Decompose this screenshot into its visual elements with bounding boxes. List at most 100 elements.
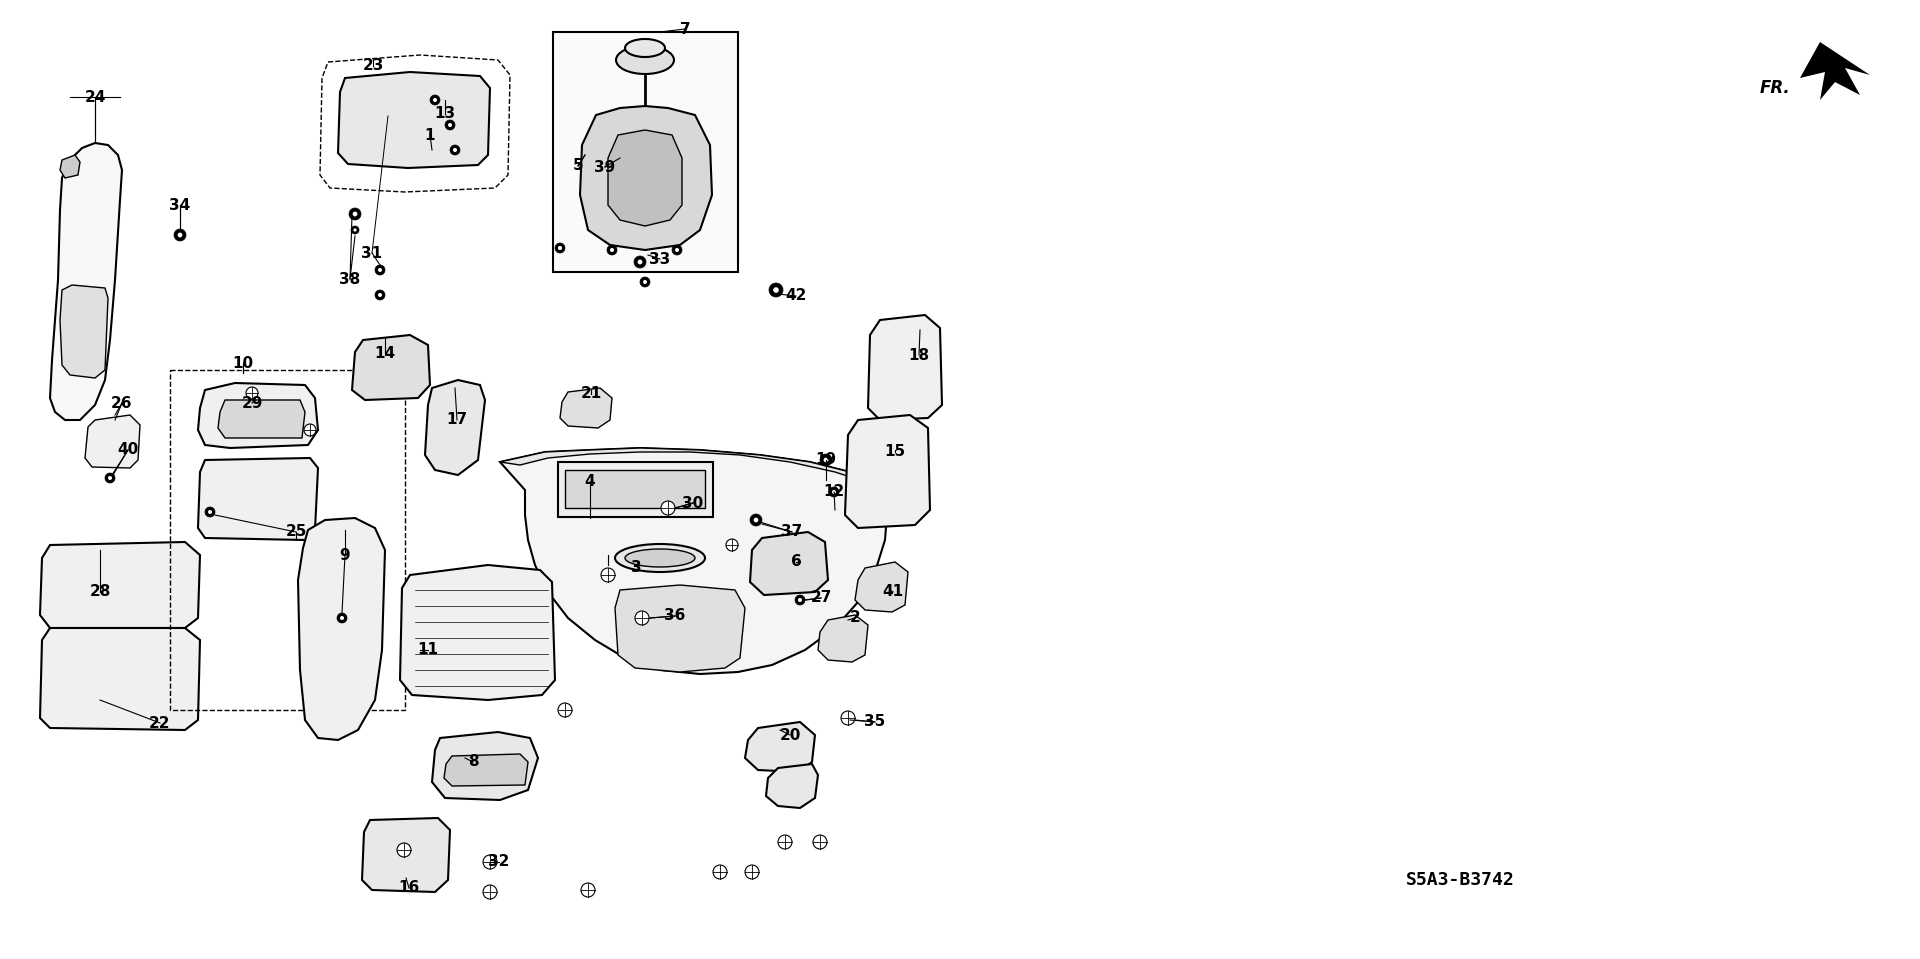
Text: 14: 14 — [374, 346, 396, 362]
Text: 3: 3 — [630, 560, 641, 575]
Polygon shape — [845, 415, 929, 528]
FancyBboxPatch shape — [559, 462, 712, 517]
Circle shape — [829, 487, 839, 497]
Text: 10: 10 — [232, 356, 253, 370]
Circle shape — [634, 256, 645, 268]
Text: 22: 22 — [150, 715, 171, 731]
Circle shape — [751, 514, 762, 526]
Polygon shape — [60, 285, 108, 378]
Circle shape — [660, 501, 676, 515]
Text: 8: 8 — [468, 755, 478, 769]
Circle shape — [175, 229, 186, 241]
Polygon shape — [84, 415, 140, 468]
Text: 32: 32 — [488, 854, 509, 870]
Circle shape — [770, 283, 783, 297]
Text: 4: 4 — [586, 474, 595, 488]
Text: 20: 20 — [780, 728, 801, 742]
Polygon shape — [868, 315, 943, 420]
Polygon shape — [198, 383, 319, 448]
Polygon shape — [60, 155, 81, 178]
Circle shape — [106, 473, 115, 483]
Ellipse shape — [626, 39, 664, 57]
FancyBboxPatch shape — [553, 32, 737, 272]
Polygon shape — [745, 722, 814, 772]
Circle shape — [611, 248, 614, 252]
Circle shape — [841, 711, 854, 725]
Circle shape — [453, 148, 457, 152]
Circle shape — [795, 595, 804, 605]
Text: 25: 25 — [286, 525, 307, 540]
Circle shape — [778, 835, 791, 849]
Circle shape — [447, 123, 451, 127]
Text: 7: 7 — [680, 21, 691, 36]
Text: 29: 29 — [242, 395, 263, 410]
Circle shape — [753, 518, 758, 523]
Circle shape — [338, 613, 348, 623]
Text: 33: 33 — [649, 251, 670, 267]
Text: 1: 1 — [424, 128, 436, 143]
Circle shape — [108, 476, 111, 480]
Circle shape — [445, 120, 455, 130]
Circle shape — [726, 539, 737, 551]
Text: 19: 19 — [816, 453, 837, 467]
Polygon shape — [751, 532, 828, 595]
Ellipse shape — [626, 549, 695, 567]
Circle shape — [774, 287, 780, 293]
Text: 40: 40 — [117, 442, 138, 457]
Circle shape — [639, 277, 651, 287]
Polygon shape — [580, 106, 712, 250]
Polygon shape — [499, 448, 887, 502]
Text: 27: 27 — [810, 591, 831, 605]
Polygon shape — [444, 754, 528, 786]
Circle shape — [374, 265, 386, 275]
Text: 18: 18 — [908, 347, 929, 363]
Polygon shape — [818, 615, 868, 662]
Circle shape — [351, 226, 359, 234]
Ellipse shape — [616, 46, 674, 74]
Circle shape — [434, 98, 438, 102]
Text: 30: 30 — [682, 496, 703, 510]
Polygon shape — [561, 388, 612, 428]
Text: 37: 37 — [781, 525, 803, 540]
Polygon shape — [338, 72, 490, 168]
Circle shape — [637, 260, 643, 265]
Circle shape — [643, 280, 647, 284]
Text: S5A3-B3742: S5A3-B3742 — [1405, 871, 1515, 889]
Text: 5: 5 — [572, 158, 584, 174]
Circle shape — [774, 287, 780, 292]
Text: 28: 28 — [90, 584, 111, 599]
Text: 23: 23 — [363, 58, 384, 74]
Text: 31: 31 — [361, 246, 382, 261]
Text: 11: 11 — [417, 643, 438, 658]
Text: 34: 34 — [169, 198, 190, 213]
Polygon shape — [854, 562, 908, 612]
Circle shape — [378, 293, 382, 297]
Ellipse shape — [614, 544, 705, 572]
Text: 39: 39 — [595, 159, 616, 175]
Circle shape — [397, 843, 411, 857]
Polygon shape — [614, 585, 745, 672]
Text: 42: 42 — [785, 289, 806, 303]
Polygon shape — [399, 565, 555, 700]
Circle shape — [246, 387, 257, 399]
Circle shape — [340, 616, 344, 620]
Circle shape — [712, 865, 728, 879]
Circle shape — [430, 95, 440, 105]
Text: 26: 26 — [111, 395, 132, 410]
Polygon shape — [499, 448, 887, 674]
Text: 13: 13 — [434, 106, 455, 122]
Circle shape — [378, 268, 382, 272]
Polygon shape — [363, 818, 449, 892]
Text: FR.: FR. — [1759, 79, 1789, 97]
Text: 38: 38 — [340, 271, 361, 287]
Polygon shape — [298, 518, 386, 740]
Circle shape — [349, 208, 361, 220]
Polygon shape — [609, 130, 682, 226]
Circle shape — [607, 245, 616, 255]
Circle shape — [303, 424, 317, 436]
Circle shape — [601, 568, 614, 582]
Text: 12: 12 — [824, 484, 845, 500]
Polygon shape — [50, 143, 123, 420]
Circle shape — [559, 703, 572, 717]
Polygon shape — [766, 764, 818, 808]
